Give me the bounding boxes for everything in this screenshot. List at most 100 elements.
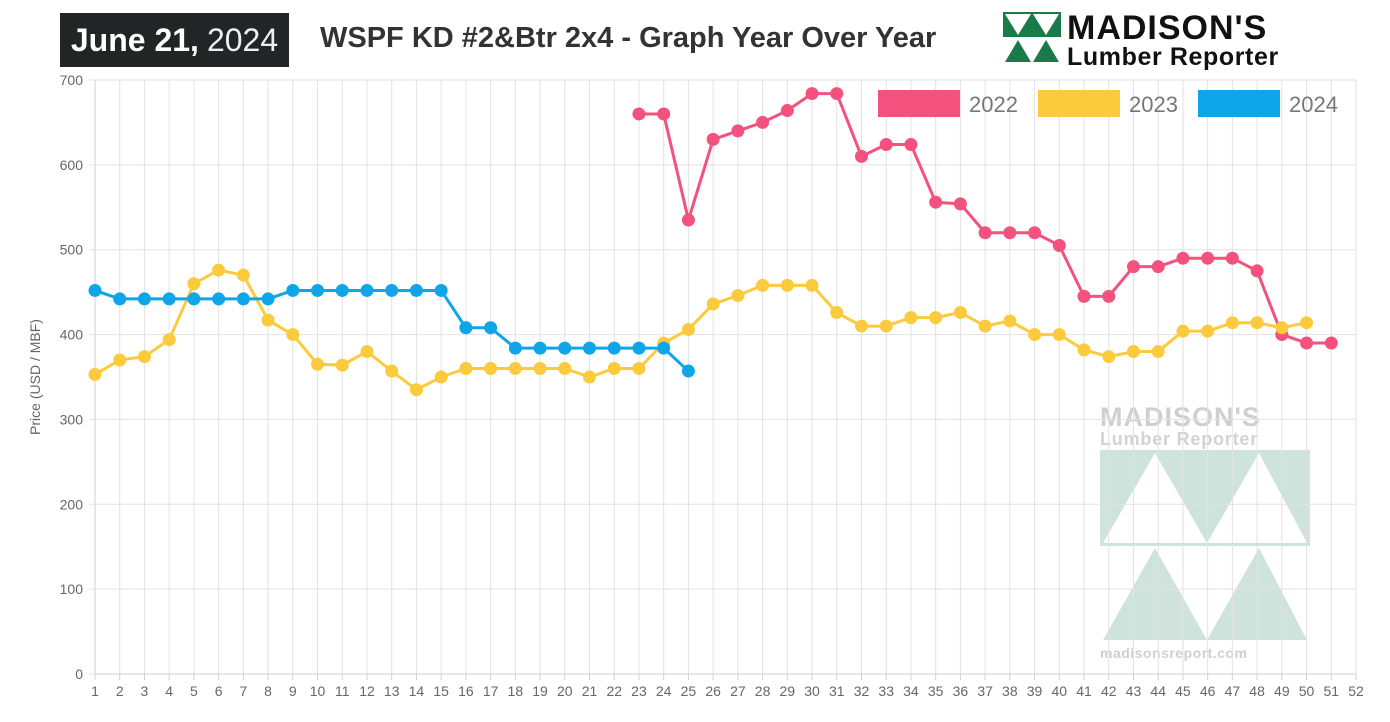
series-2023-point — [681, 322, 695, 336]
series-2022-point — [929, 195, 943, 209]
series-2024-point — [311, 283, 325, 297]
x-tick-label: 42 — [1101, 683, 1117, 699]
x-tick-label: 19 — [532, 683, 548, 699]
x-tick-label: 49 — [1274, 683, 1290, 699]
x-tick-label: 1 — [91, 683, 99, 699]
x-tick-label: 43 — [1126, 683, 1142, 699]
y-tick-label: 400 — [60, 327, 84, 343]
x-tick-label: 50 — [1299, 683, 1315, 699]
y-tick-label: 300 — [60, 411, 84, 427]
series-2023-point — [879, 319, 893, 333]
series-2022-point — [1176, 251, 1190, 265]
series-2023-point — [780, 278, 794, 292]
series-2024-point — [558, 341, 572, 355]
series-2023-point — [113, 353, 127, 367]
series-2022-point — [1151, 260, 1165, 274]
legend-swatch-2022 — [878, 90, 960, 117]
series-2023-point — [286, 328, 300, 342]
series-2024-point — [508, 341, 522, 355]
series-2024-point — [236, 292, 250, 306]
series-2022-point — [1077, 289, 1091, 303]
x-tick-label: 31 — [829, 683, 845, 699]
series-2023-point — [1028, 328, 1042, 342]
y-axis-label: Price (USD / MBF) — [27, 319, 43, 435]
series-2023-point — [212, 263, 226, 277]
date-month-day: June 21, — [70, 21, 199, 58]
x-tick-label: 29 — [780, 683, 796, 699]
series-2024-point — [360, 283, 374, 297]
series-2024-point — [385, 283, 399, 297]
series-2024-point — [335, 283, 349, 297]
series-2023-point — [607, 362, 621, 376]
x-tick-label: 8 — [264, 683, 272, 699]
legend-swatch-2024 — [1198, 90, 1280, 117]
y-tick-label: 0 — [75, 666, 83, 682]
series-2023-point — [162, 333, 176, 347]
series-2023-point — [434, 370, 448, 384]
y-tick-label: 500 — [60, 242, 84, 258]
series-2023-point — [508, 362, 522, 376]
series-2023-point — [533, 362, 547, 376]
series-2022-point — [681, 213, 695, 227]
series-2023-point — [929, 311, 943, 325]
x-tick-label: 36 — [953, 683, 969, 699]
x-tick-label: 39 — [1027, 683, 1043, 699]
series-2024-point — [187, 292, 201, 306]
date-badge: June 21, 2024 — [60, 13, 289, 67]
y-tick-label: 200 — [60, 496, 84, 512]
series-2022-point — [1028, 226, 1042, 240]
series-2023-point — [1176, 324, 1190, 338]
series-2022-point — [1003, 226, 1017, 240]
series-2023-point — [953, 306, 967, 320]
series-2023-point — [756, 278, 770, 292]
y-tick-label: 100 — [60, 581, 84, 597]
x-tick-label: 52 — [1348, 683, 1364, 699]
x-tick-label: 26 — [705, 683, 721, 699]
series-2023-point — [854, 319, 868, 333]
series-2022-point — [904, 137, 918, 151]
series-2023-point — [830, 306, 844, 320]
series-2023-point — [1003, 314, 1017, 328]
legend-label-2023: 2023 — [1129, 92, 1178, 117]
series-2022-point — [780, 104, 794, 118]
series-2023-point — [1201, 324, 1215, 338]
x-tick-label: 5 — [190, 683, 198, 699]
series-2023-point — [1225, 316, 1239, 330]
series-2024-point — [583, 341, 597, 355]
series-2023-point — [583, 370, 597, 384]
series-2024-point — [261, 292, 275, 306]
x-tick-label: 41 — [1076, 683, 1092, 699]
series-2024-point — [607, 341, 621, 355]
x-tick-label: 33 — [878, 683, 894, 699]
page-title: WSPF KD #2&Btr 2x4 - Graph Year Over Yea… — [320, 22, 937, 54]
brand-subtitle: Lumber Reporter — [1067, 43, 1279, 71]
series-2024-point — [657, 341, 671, 355]
x-tick-label: 38 — [1002, 683, 1018, 699]
series-2024-point — [162, 292, 176, 306]
x-tick-label: 14 — [409, 683, 425, 699]
series-2023-point — [632, 362, 646, 376]
series-2024-point — [286, 283, 300, 297]
series-2023-point — [311, 357, 325, 371]
series-2022-point — [1126, 260, 1140, 274]
series-2022-point — [731, 124, 745, 138]
series-2022-point — [978, 226, 992, 240]
series-2024-point — [632, 341, 646, 355]
x-tick-label: 3 — [141, 683, 149, 699]
x-tick-label: 12 — [359, 683, 375, 699]
x-tick-label: 10 — [310, 683, 326, 699]
x-tick-label: 48 — [1249, 683, 1265, 699]
x-tick-label: 37 — [977, 683, 993, 699]
series-2024-point — [137, 292, 151, 306]
series-2022-point — [1300, 336, 1314, 350]
series-2024-point — [484, 321, 498, 335]
series-2023-line — [94, 268, 1307, 392]
series-2024-point — [434, 283, 448, 297]
series-2023-point — [137, 350, 151, 364]
x-tick-label: 11 — [335, 683, 350, 699]
series-2022-point — [1102, 289, 1116, 303]
x-tick-label: 7 — [239, 683, 247, 699]
series-2023-point — [1275, 321, 1289, 335]
x-tick-label: 20 — [557, 683, 573, 699]
series-2023-point — [731, 289, 745, 303]
